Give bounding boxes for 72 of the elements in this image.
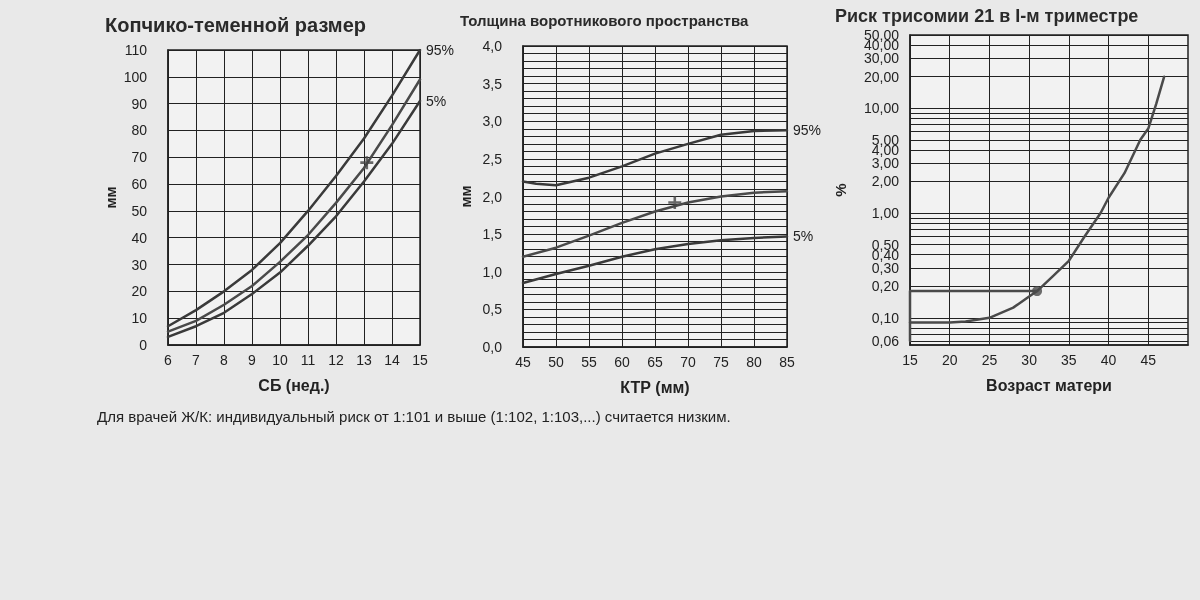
x-tick-label: 13 <box>356 352 372 368</box>
x-tick-label: 45 <box>1140 352 1157 368</box>
y-tick-label: 10,00 <box>863 100 900 117</box>
x-tick-label: 14 <box>384 352 400 368</box>
y-tick-label: 1,5 <box>482 226 503 243</box>
y-tick-label: 20 <box>131 283 148 300</box>
x-tick-label: 10 <box>272 352 288 368</box>
chart-title: Риск трисомии 21 в I-м триместре <box>835 6 1139 26</box>
y-tick-label: 0,5 <box>482 301 503 318</box>
y-tick-label: 2,0 <box>482 188 503 205</box>
y-tick-label: 70 <box>131 149 148 166</box>
y-tick-label: 100 <box>123 68 148 85</box>
series-label: 95% <box>793 122 822 139</box>
y-axis-title: мм <box>457 185 474 208</box>
x-tick-label: 9 <box>248 352 257 368</box>
x-tick-label: 15 <box>412 352 428 368</box>
series-label: 95% <box>426 42 455 58</box>
x-tick-label: 65 <box>647 354 663 370</box>
y-tick-label: 90 <box>131 95 148 112</box>
y-tick-label: 0,06 <box>871 333 900 350</box>
series-label: 5% <box>426 92 447 109</box>
y-tick-label: 3,0 <box>482 113 503 130</box>
x-tick-label: 60 <box>614 354 630 370</box>
series-label: 5% <box>793 228 814 245</box>
x-tick-label: 40 <box>1100 352 1117 368</box>
x-tick-label: 85 <box>779 354 795 370</box>
y-tick-label: 3,00 <box>871 155 900 172</box>
y-tick-label: 1,0 <box>482 263 503 280</box>
y-tick-label: 30 <box>131 256 148 273</box>
y-tick-label: 80 <box>131 122 148 139</box>
y-tick-label: 0,20 <box>871 278 900 295</box>
chart-title: Копчико-теменной размер <box>105 14 366 36</box>
text: Для врачей Ж/К: индивидуальный риск от 1:101 и выше (1:102, 1:103,...) считается низким. <box>97 408 731 425</box>
x-tick-label: 11 <box>300 352 316 368</box>
y-tick-label: 110 <box>124 42 148 58</box>
x-tick-label: 15 <box>902 352 918 368</box>
y-tick-label: 20,00 <box>863 68 900 85</box>
y-axis-title: мм <box>102 186 119 209</box>
y-tick-label: 30,00 <box>863 50 900 67</box>
y-tick-label: 60 <box>131 176 148 193</box>
x-tick-label: 80 <box>746 354 762 370</box>
x-tick-label: 30 <box>1021 352 1038 368</box>
x-axis-title: Возраст матери <box>986 376 1112 394</box>
chart-title: Толщина воротникового пространства <box>460 12 749 29</box>
x-tick-label: 75 <box>713 354 729 370</box>
y-tick-label: 50 <box>131 202 148 219</box>
x-tick-label: 45 <box>515 354 531 370</box>
x-tick-label: 7 <box>192 352 201 368</box>
x-tick-label: 25 <box>981 352 998 368</box>
x-tick-label: 70 <box>680 354 696 370</box>
y-axis-title: % <box>832 183 849 197</box>
y-tick-label: 2,00 <box>871 173 900 190</box>
x-axis-title: СБ (нед.) <box>258 376 330 394</box>
x-tick-label: 50 <box>548 354 564 370</box>
y-tick-label: 5,00 <box>871 131 900 148</box>
y-tick-label: 40 <box>131 229 148 246</box>
y-tick-label: 0,10 <box>871 309 900 326</box>
x-tick-label: 20 <box>941 352 958 368</box>
x-tick-label: 6 <box>164 352 173 368</box>
x-tick-label: 8 <box>220 352 229 368</box>
y-tick-label: 10 <box>131 310 148 327</box>
y-tick-label: 0 <box>139 337 148 353</box>
y-tick-label: 4,0 <box>482 38 503 54</box>
y-tick-label: 0,50 <box>871 236 900 253</box>
y-tick-label: 3,5 <box>482 75 503 92</box>
x-tick-label: 35 <box>1061 352 1077 368</box>
y-tick-label: 2,5 <box>482 150 503 167</box>
x-tick-label: 55 <box>581 354 597 370</box>
y-tick-label: 1,00 <box>871 205 900 222</box>
x-tick-label: 12 <box>328 352 344 368</box>
y-tick-label: 0,0 <box>482 339 503 355</box>
x-axis-title: КТР (мм) <box>620 378 690 396</box>
